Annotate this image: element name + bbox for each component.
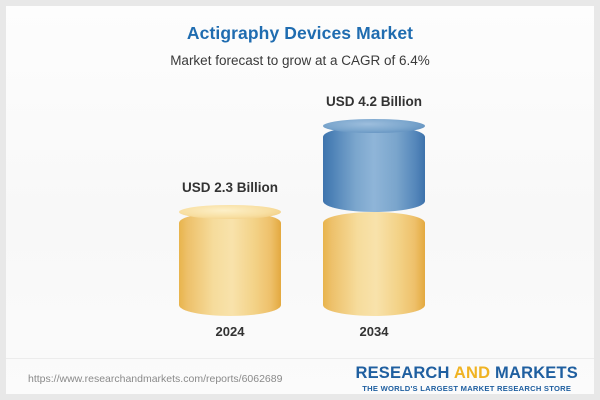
cylinder-body [323, 211, 425, 316]
cylinder-body [179, 211, 281, 316]
axis-tick-label-2024: 2024 [215, 324, 245, 339]
axis-tick-label-2034: 2034 [359, 324, 389, 339]
chart-content: Actigraphy Devices Market Market forecas… [6, 6, 594, 394]
cylinder-top-cap [179, 204, 281, 219]
logo-and-text: AND [453, 364, 491, 382]
bar-segment-base[interactable] [323, 211, 425, 316]
chart-subtitle: Market forecast to grow at a CAGR of 6.4… [170, 53, 430, 68]
bar-chart-plot: USD 2.3 Billion 2024 USD 4.2 Billion 203… [6, 6, 594, 358]
bar-segment-growth[interactable] [323, 119, 425, 212]
logo-research-text: RESEARCH [355, 364, 450, 382]
logo-wordmark: RESEARCH AND MARKETS [355, 364, 578, 383]
research-and-markets-logo[interactable]: RESEARCH AND MARKETS THE WORLD'S LARGEST… [355, 364, 578, 393]
bar-value-label: USD 4.2 Billion [325, 94, 423, 109]
report-url[interactable]: https://www.researchandmarkets.com/repor… [28, 373, 283, 385]
cylinder-body [323, 126, 425, 212]
bar-value-label: USD 2.3 Billion [181, 179, 279, 195]
logo-markets-text: MARKETS [495, 364, 578, 382]
bar-segment-base[interactable] [179, 204, 281, 316]
footer: https://www.researchandmarkets.com/repor… [6, 358, 594, 394]
logo-tagline: THE WORLD'S LARGEST MARKET RESEARCH STOR… [362, 384, 572, 393]
page-title: Actigraphy Devices Market [186, 23, 414, 43]
cylinder-top-cap [323, 119, 425, 133]
